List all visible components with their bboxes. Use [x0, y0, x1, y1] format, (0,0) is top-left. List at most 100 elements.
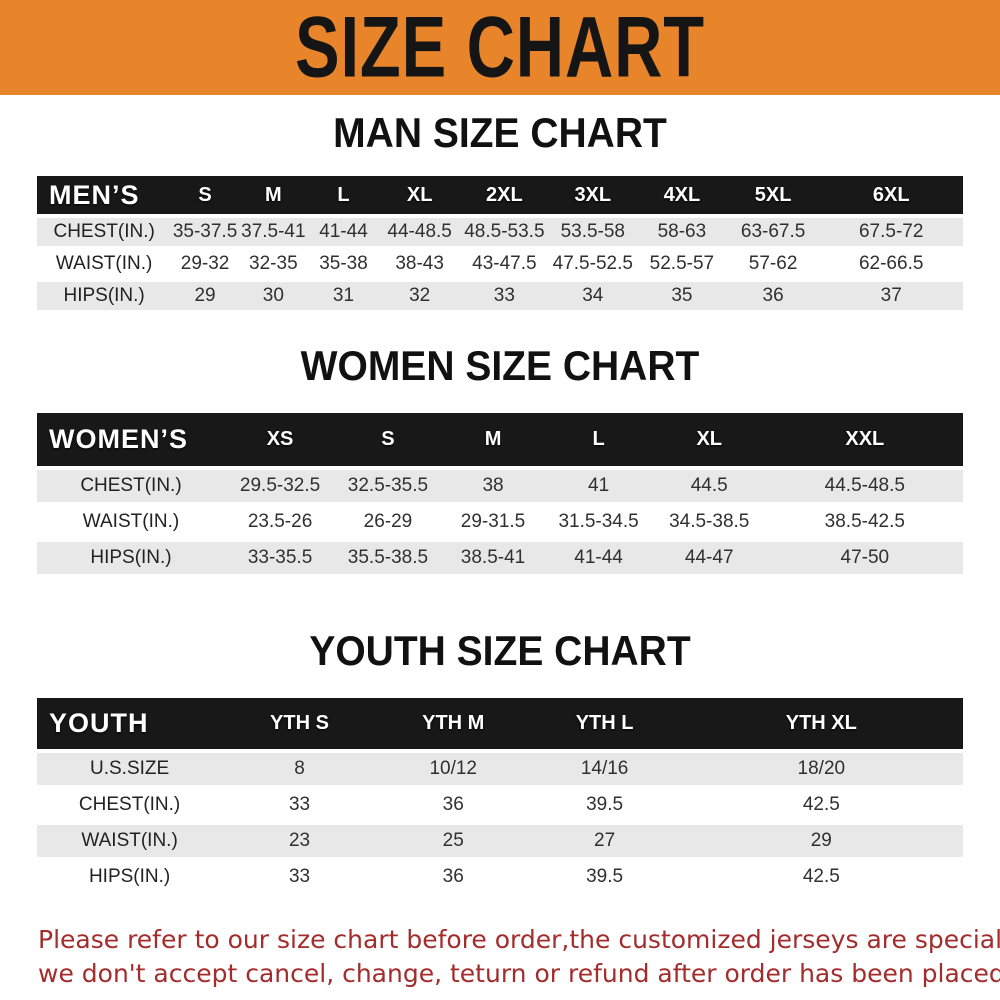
women-group-label: WOMEN’S — [49, 424, 188, 454]
table-cell: 34.5-38.5 — [651, 502, 767, 542]
table-cell: 27 — [529, 821, 680, 861]
women-col-header: M — [484, 428, 502, 450]
table-cell: 32.5-35.5 — [335, 466, 441, 506]
table-cell: 8 — [222, 749, 377, 789]
youth-col-header: YTH XL — [785, 712, 857, 734]
table-cell: 57-62 — [726, 246, 820, 282]
row-label: CHEST(IN.) — [37, 466, 225, 506]
table-cell: 29-31.5 — [440, 502, 546, 542]
table-cell: 37.5-41 — [238, 214, 308, 250]
men-chest-row: CHEST(IN.) 35-37.5 37.5-41 41-44 44-48.5… — [37, 214, 963, 250]
table-cell: 33 — [222, 785, 377, 825]
men-col-header: 4XL — [663, 183, 701, 206]
table-cell: 42.5 — [679, 785, 963, 825]
table-cell: 29 — [171, 278, 239, 314]
table-cell: 29-32 — [171, 246, 239, 282]
table-cell: 29 — [679, 821, 963, 861]
women-section-heading: WOMEN SIZE CHART — [300, 343, 700, 390]
men-col-header: S — [198, 183, 212, 206]
table-cell: 34 — [548, 278, 637, 314]
table-cell: 30 — [238, 278, 308, 314]
youth-size-section: YOUTH SIZE CHART YOUTH YTH S YTH M YTH L… — [0, 628, 1000, 897]
youth-col-header: YTH S — [270, 712, 329, 734]
youth-col-header: YTH M — [422, 712, 485, 734]
table-cell: 23.5-26 — [224, 502, 336, 542]
page-title: SIZE CHART — [294, 0, 706, 96]
table-cell: 42.5 — [679, 857, 963, 897]
table-cell: 36 — [376, 785, 530, 825]
youth-header-row: YOUTH YTH S YTH M YTH L YTH XL — [37, 698, 963, 751]
table-cell: 35-38 — [307, 246, 380, 282]
men-hips-row: HIPS(IN.) 29 30 31 32 33 34 35 36 37 — [37, 278, 963, 314]
row-label: CHEST(IN.) — [37, 785, 223, 825]
youth-waist-row: WAIST(IN.) 23 25 27 29 — [37, 821, 963, 861]
table-cell: 10/12 — [376, 749, 530, 789]
table-cell: 47.5-52.5 — [548, 246, 637, 282]
table-cell: 32 — [379, 278, 461, 314]
table-cell: 38.5-42.5 — [766, 502, 963, 542]
table-cell: 52.5-57 — [637, 246, 727, 282]
men-size-section: MAN SIZE CHART MEN’S S M L XL 2XL 3XL 4X… — [0, 110, 1000, 314]
table-cell: 47-50 — [766, 538, 963, 578]
table-cell: 39.5 — [529, 785, 680, 825]
men-waist-row: WAIST(IN.) 29-32 32-35 35-38 38-43 43-47… — [37, 246, 963, 282]
row-label: WAIST(IN.) — [37, 821, 223, 861]
women-col-header: XXL — [845, 428, 885, 450]
table-cell: 14/16 — [529, 749, 680, 789]
youth-ussize-row: U.S.SIZE 8 10/12 14/16 18/20 — [37, 749, 963, 789]
table-cell: 67.5-72 — [819, 214, 963, 250]
table-cell: 37 — [819, 278, 963, 314]
table-cell: 33 — [222, 857, 377, 897]
men-col-header: 5XL — [754, 183, 792, 206]
table-cell: 38.5-41 — [440, 538, 546, 578]
table-cell: 23 — [222, 821, 377, 861]
women-waist-row: WAIST(IN.) 23.5-26 26-29 29-31.5 31.5-34… — [37, 502, 963, 542]
youth-section-heading: YOUTH SIZE CHART — [309, 628, 691, 675]
table-cell: 38-43 — [379, 246, 461, 282]
table-cell: 29.5-32.5 — [224, 466, 336, 506]
table-cell: 18/20 — [679, 749, 963, 789]
row-label: U.S.SIZE — [37, 749, 223, 789]
row-label: WAIST(IN.) — [37, 246, 172, 282]
men-col-header: XL — [406, 183, 433, 206]
women-col-header: L — [592, 428, 605, 450]
disclaimer-note: Please refer to our size chart before or… — [38, 923, 1000, 991]
table-cell: 35 — [637, 278, 727, 314]
table-cell: 44-48.5 — [379, 214, 461, 250]
youth-group-label: YOUTH — [49, 708, 149, 738]
table-cell: 33 — [460, 278, 549, 314]
row-label: HIPS(IN.) — [37, 278, 172, 314]
table-cell: 35-37.5 — [171, 214, 239, 250]
table-cell: 35.5-38.5 — [335, 538, 441, 578]
table-cell: 38 — [440, 466, 546, 506]
women-col-header: XS — [266, 428, 294, 450]
table-cell: 44-47 — [651, 538, 767, 578]
table-cell: 32-35 — [238, 246, 308, 282]
men-group-label: MEN’S — [49, 179, 140, 210]
table-cell: 44.5-48.5 — [766, 466, 963, 506]
table-cell: 58-63 — [637, 214, 727, 250]
men-header-row: MEN’S S M L XL 2XL 3XL 4XL 5XL 6XL — [37, 176, 963, 216]
table-cell: 39.5 — [529, 857, 680, 897]
women-header-row: WOMEN’S XS S M L XL XXL — [37, 413, 963, 468]
table-cell: 48.5-53.5 — [460, 214, 549, 250]
row-label: CHEST(IN.) — [37, 214, 172, 250]
table-cell: 31.5-34.5 — [545, 502, 652, 542]
youth-chest-row: CHEST(IN.) 33 36 39.5 42.5 — [37, 785, 963, 825]
table-cell: 43-47.5 — [460, 246, 549, 282]
table-cell: 41-44 — [545, 538, 652, 578]
disclaimer-line-1: Please refer to our size chart before or… — [38, 925, 1000, 954]
men-col-header: 6XL — [872, 183, 910, 206]
table-cell: 33-35.5 — [224, 538, 336, 578]
table-cell: 31 — [307, 278, 380, 314]
table-cell: 53.5-58 — [548, 214, 637, 250]
women-size-table: WOMEN’S XS S M L XL XXL CHEST(IN.) 29.5-… — [37, 413, 963, 578]
table-cell: 41-44 — [307, 214, 380, 250]
youth-hips-row: HIPS(IN.) 33 36 39.5 42.5 — [37, 857, 963, 897]
women-size-section: WOMEN SIZE CHART WOMEN’S XS S M L XL XXL… — [0, 343, 1000, 578]
women-col-header: S — [381, 428, 395, 450]
men-col-header: L — [337, 183, 350, 206]
table-cell: 36 — [376, 857, 530, 897]
disclaimer-line-2: we don't accept cancel, change, teturn o… — [38, 959, 1000, 988]
row-label: HIPS(IN.) — [37, 538, 225, 578]
